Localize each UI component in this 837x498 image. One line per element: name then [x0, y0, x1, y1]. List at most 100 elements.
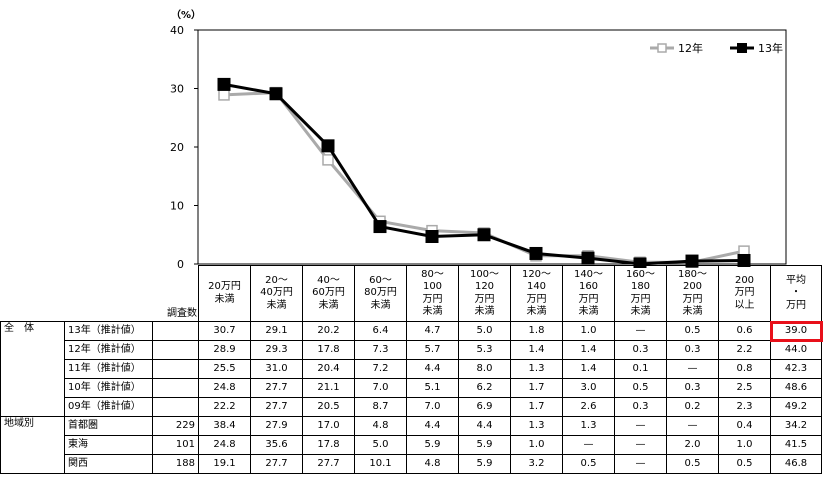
table-cell: 44.0: [770, 340, 822, 360]
table-cell: 49.2: [770, 397, 822, 417]
table-cell: 28.9: [198, 340, 251, 360]
table-cell: 7.3: [354, 340, 407, 360]
table-cell: 0.3: [666, 340, 719, 360]
plot-area: [197, 29, 787, 265]
column-header-line: 140: [526, 281, 547, 292]
table-cell: 5.7: [406, 340, 459, 360]
group-cell: [0, 340, 65, 360]
table-cell: 6.4: [354, 321, 407, 341]
column-header: 平均・万円: [770, 265, 822, 322]
column-header-line: 万円: [682, 293, 703, 305]
data-point: [529, 246, 543, 260]
column-header-line: 120: [474, 281, 495, 292]
table-cell: 20.5: [302, 397, 355, 417]
column-header-line: 200: [682, 281, 703, 292]
column-header: 60～ 80万円 未満: [354, 265, 407, 322]
table-cell: 2.2: [718, 340, 771, 360]
y-tick-label: 0: [177, 258, 184, 268]
table-cell: 2.6: [562, 397, 615, 417]
row-label: 東海: [64, 435, 153, 455]
row-count: [152, 321, 199, 341]
table-cell: 5.9: [458, 454, 511, 474]
table-cell: —: [666, 359, 719, 379]
column-header-line: 120～: [521, 268, 552, 280]
row-label: 09年（推計値）: [64, 397, 153, 417]
column-header-line: 60万円: [312, 287, 345, 299]
group-cell: [0, 378, 65, 398]
table-cell: 46.8: [770, 454, 822, 474]
table-cell: —: [562, 435, 615, 455]
y-tick-label: 40: [170, 24, 184, 37]
column-header-line: 40～: [317, 274, 340, 286]
table-cell: 48.6: [770, 378, 822, 398]
data-table: 調査数 20万円 未満 20～ 40万円 未満 40～ 60万円 未満 60～ 80万円 未満 80～ 1…: [0, 265, 823, 474]
column-header-line: 80～: [421, 268, 444, 280]
table-cell: 0.2: [666, 397, 719, 417]
table-cell: 4.8: [406, 454, 459, 474]
table-row: 全 体 13年（推計値） 30.7 29.1 20.2 6.4 4.7 5.0 1.8 1.0—0…: [0, 320, 823, 342]
column-header-line: 160: [578, 281, 599, 292]
table-cell: 7.0: [354, 378, 407, 398]
table-cell: 0.3: [614, 340, 667, 360]
header-blank: [65, 266, 153, 322]
column-header-line: 未満: [318, 299, 339, 311]
column-header: 20万円 未満: [198, 265, 251, 322]
column-header-line: 未満: [682, 306, 703, 317]
table-cell: 4.8: [354, 416, 407, 436]
table-cell: 1.0: [718, 435, 771, 455]
table-cell: 2.0: [666, 435, 719, 455]
data-point: [321, 139, 335, 153]
group-label: 全 体: [0, 321, 65, 341]
column-header-line: 100～: [469, 268, 500, 280]
table-row: 10年（推計値） 24.8 27.7 21.1 7.0 5.1 6.2 1.7 3.0 0.5 0.…: [0, 378, 822, 398]
column-header-line: 20万円: [208, 281, 241, 292]
table-cell: 1.3: [510, 359, 563, 379]
column-header: 120～ 140 万円 未満: [510, 265, 563, 322]
table-cell: 3.2: [510, 454, 563, 474]
legend-label: 12年: [678, 41, 703, 55]
column-header-line: 180: [630, 281, 651, 292]
row-count: [152, 397, 199, 417]
table-cell: 1.7: [510, 397, 563, 417]
count-header: 調査数: [152, 265, 199, 322]
table-cell: 0.3: [614, 397, 667, 417]
column-header: 140～ 160 万円 未満: [562, 265, 615, 322]
table-cell: —: [614, 454, 667, 474]
table-cell: 30.7: [198, 321, 251, 341]
column-header: 200 万円 以上: [718, 265, 771, 322]
column-header-line: 180～: [677, 268, 708, 280]
table-row: 09年（推計値） 22.2 27.7 20.5 8.7 7.0 6.9 1.7 2.6 0.3 0.…: [0, 397, 822, 417]
column-header-line: 万円: [422, 293, 443, 305]
row-count: [152, 340, 199, 360]
table-cell: 4.7: [406, 321, 459, 341]
table-cell: 0.1: [614, 359, 667, 379]
data-point: [581, 251, 595, 265]
row-count: 229: [152, 416, 199, 436]
column-header-line: 未満: [630, 306, 651, 317]
table-cell: 39.0: [769, 320, 823, 342]
table-cell: 2.5: [718, 378, 771, 398]
table-cell: 34.2: [770, 416, 822, 436]
column-header-line: 万円: [474, 293, 495, 305]
table-cell: 25.5: [198, 359, 251, 379]
table-cell: 1.0: [510, 435, 563, 455]
table-cell: 1.4: [510, 340, 563, 360]
column-header: 40～ 60万円 未満: [302, 265, 355, 322]
table-cell: 0.4: [718, 416, 771, 436]
table-cell: 5.9: [406, 435, 459, 455]
group-cell: [0, 397, 65, 417]
table-cell: —: [614, 321, 667, 341]
table-cell: 5.1: [406, 378, 459, 398]
table-row: 関西 188 19.1 27.7 27.7 10.1 4.8 5.9 3.2 0.5—0.5 0.5…: [0, 454, 822, 474]
data-point: [269, 87, 283, 101]
row-count: [152, 378, 199, 398]
row-label: 12年（推計値）: [64, 340, 153, 360]
table-cell: 3.0: [562, 378, 615, 398]
row-label: 13年（推計値）: [64, 321, 153, 341]
table-cell: 1.7: [510, 378, 563, 398]
column-header-line: 未満: [526, 306, 547, 317]
table-cell: 0.6: [718, 321, 771, 341]
column-header-line: 未満: [474, 306, 495, 317]
table-cell: 17.8: [302, 435, 355, 455]
data-point: [477, 228, 491, 242]
